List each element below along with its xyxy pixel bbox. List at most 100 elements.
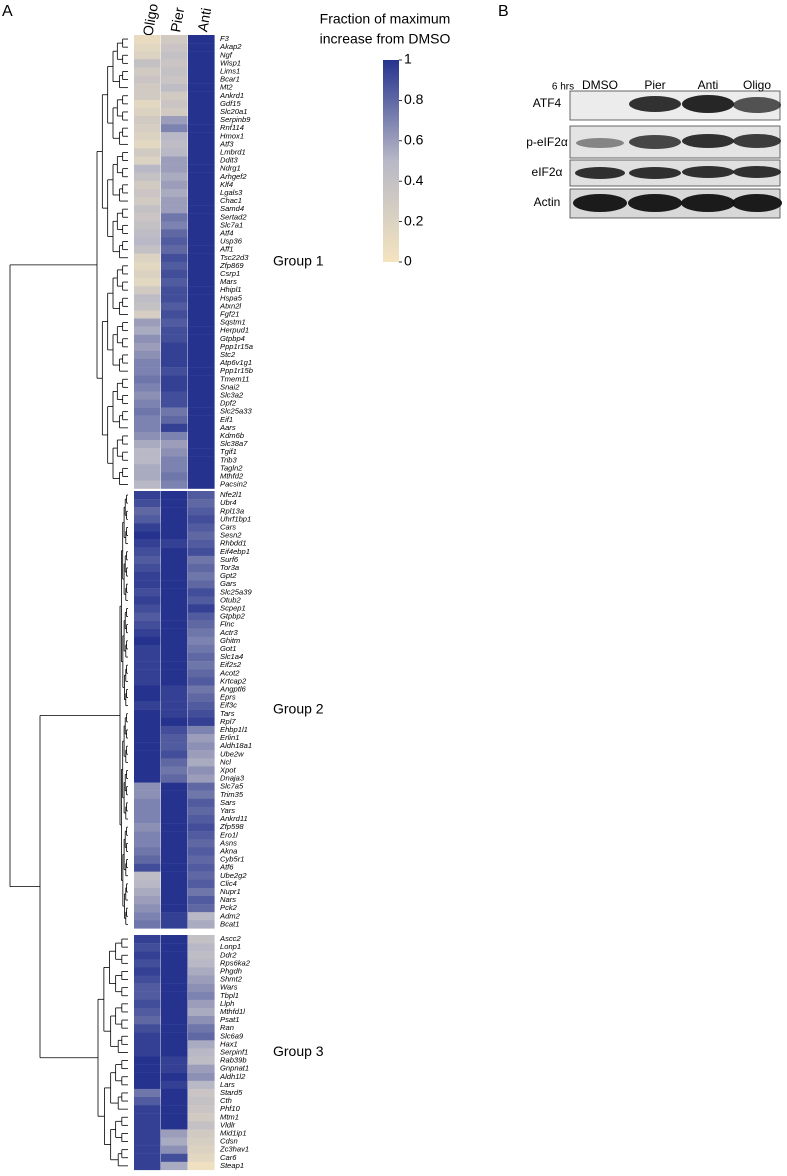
heatmap-cell bbox=[161, 99, 188, 109]
heatmap-cell bbox=[188, 815, 215, 824]
heatmap-cell bbox=[161, 1024, 188, 1033]
row-label: eIF2α bbox=[532, 165, 563, 179]
band bbox=[576, 138, 624, 148]
gene-label: Snai2 bbox=[220, 382, 240, 391]
heatmap-cell bbox=[161, 172, 188, 181]
heatmap-cell bbox=[134, 1032, 161, 1041]
heatmap-cell bbox=[188, 43, 215, 52]
gene-label: Stard5 bbox=[220, 1088, 243, 1097]
heatmap-cell bbox=[188, 620, 215, 629]
gene-label: Ehbp1l1 bbox=[220, 725, 248, 734]
heatmap-cell bbox=[134, 164, 161, 173]
heatmap-cell bbox=[161, 148, 188, 157]
heatmap-cell bbox=[161, 1048, 188, 1057]
heatmap-cell bbox=[134, 806, 161, 816]
gene-label: Slc25a39 bbox=[220, 587, 252, 596]
heatmap-cell bbox=[134, 91, 161, 100]
heatmap-cell bbox=[134, 879, 161, 889]
heatmap-cell bbox=[161, 431, 188, 441]
heatmap-cell bbox=[161, 1064, 188, 1073]
heatmap-cell bbox=[188, 734, 215, 743]
heatmap-cell bbox=[134, 261, 161, 271]
heatmap-cell bbox=[188, 1032, 215, 1041]
heatmap-cell bbox=[161, 983, 188, 992]
heatmap-cell bbox=[161, 188, 188, 198]
gene-label: Eprs bbox=[220, 693, 236, 702]
heatmap-cell bbox=[161, 278, 188, 287]
gene-label: Atf3 bbox=[219, 139, 234, 148]
heatmap-cell bbox=[188, 951, 215, 960]
heatmap-cell bbox=[188, 180, 215, 190]
heatmap-cell bbox=[161, 831, 188, 840]
heatmap-cell bbox=[161, 359, 188, 368]
gene-label: Cars bbox=[220, 522, 236, 531]
heatmap-cell bbox=[134, 342, 161, 352]
heatmap-cell bbox=[161, 1097, 188, 1106]
heatmap-cell bbox=[161, 693, 188, 702]
gene-label: Tmem11 bbox=[220, 374, 249, 383]
heatmap-cell bbox=[188, 480, 215, 489]
gene-label: Pacsin2 bbox=[220, 480, 248, 489]
heatmap-cell bbox=[134, 935, 161, 944]
heatmap-cell bbox=[188, 59, 215, 68]
heatmap-cell bbox=[161, 1113, 188, 1122]
gene-label: Ndrg1 bbox=[220, 164, 241, 173]
heatmap-cell bbox=[134, 350, 161, 360]
heatmap-cell bbox=[134, 116, 161, 125]
heatmap-cell bbox=[188, 612, 215, 621]
heatmap-cell bbox=[161, 415, 188, 424]
heatmap-cell bbox=[134, 750, 161, 759]
gene-label: Angptl6 bbox=[219, 684, 247, 693]
heatmap-cell bbox=[161, 628, 188, 637]
gene-label: Ncl bbox=[220, 757, 231, 766]
heatmap-cell bbox=[134, 572, 161, 581]
heatmap-cell bbox=[161, 197, 188, 206]
heatmap-cell bbox=[188, 555, 215, 565]
gene-label: Rps6ka2 bbox=[220, 958, 251, 967]
heatmap-cell bbox=[161, 1016, 188, 1025]
heatmap-cell bbox=[188, 67, 215, 76]
heatmap-cell bbox=[188, 456, 215, 465]
band bbox=[733, 166, 781, 178]
colorbar-tick-label: 0.4 bbox=[404, 172, 424, 188]
heatmap-cell bbox=[188, 943, 215, 952]
heatmap-cell bbox=[134, 1072, 161, 1081]
heatmap-cell bbox=[134, 383, 161, 392]
heatmap-cell bbox=[188, 831, 215, 840]
heatmap-cell bbox=[134, 539, 161, 548]
heatmap-cell bbox=[188, 798, 215, 808]
gene-label: Eif1 bbox=[220, 415, 233, 424]
heatmap-cell bbox=[134, 318, 161, 327]
heatmap-cell bbox=[188, 967, 215, 976]
gene-label: Usp36 bbox=[220, 237, 243, 246]
gene-label: Gnpnat1 bbox=[220, 1064, 249, 1073]
heatmap-cell bbox=[188, 116, 215, 125]
heatmap-cell bbox=[161, 472, 188, 481]
gene-label: Lars bbox=[220, 1080, 235, 1089]
heatmap-cell bbox=[134, 132, 161, 141]
heatmap-cell bbox=[188, 1105, 215, 1114]
heatmap-cell bbox=[161, 205, 188, 214]
band bbox=[573, 194, 627, 212]
heatmap-cell bbox=[134, 758, 161, 767]
gene-label: Ngf bbox=[220, 50, 233, 59]
heatmap-cell bbox=[161, 685, 188, 694]
heatmap-cell bbox=[134, 887, 161, 897]
gene-label: Tgif1 bbox=[220, 447, 237, 456]
heatmap-cell bbox=[134, 588, 161, 597]
heatmap-cell bbox=[188, 164, 215, 173]
heatmap-cell bbox=[188, 863, 215, 872]
gene-label: Clic4 bbox=[220, 879, 237, 888]
heatmap-cell bbox=[134, 653, 161, 662]
gene-label: Bcar1 bbox=[220, 75, 240, 84]
heatmap-cell bbox=[188, 790, 215, 799]
heatmap-cell bbox=[161, 1072, 188, 1081]
heatmap-cell bbox=[161, 491, 188, 500]
heatmap-cell bbox=[188, 261, 215, 271]
heatmap-cell bbox=[188, 717, 215, 727]
heatmap-cell bbox=[161, 604, 188, 613]
heatmap-cell bbox=[134, 1121, 161, 1130]
heatmap-cell bbox=[161, 1007, 188, 1017]
heatmap-cell bbox=[161, 1153, 188, 1162]
gene-label: Cth bbox=[220, 1096, 232, 1105]
